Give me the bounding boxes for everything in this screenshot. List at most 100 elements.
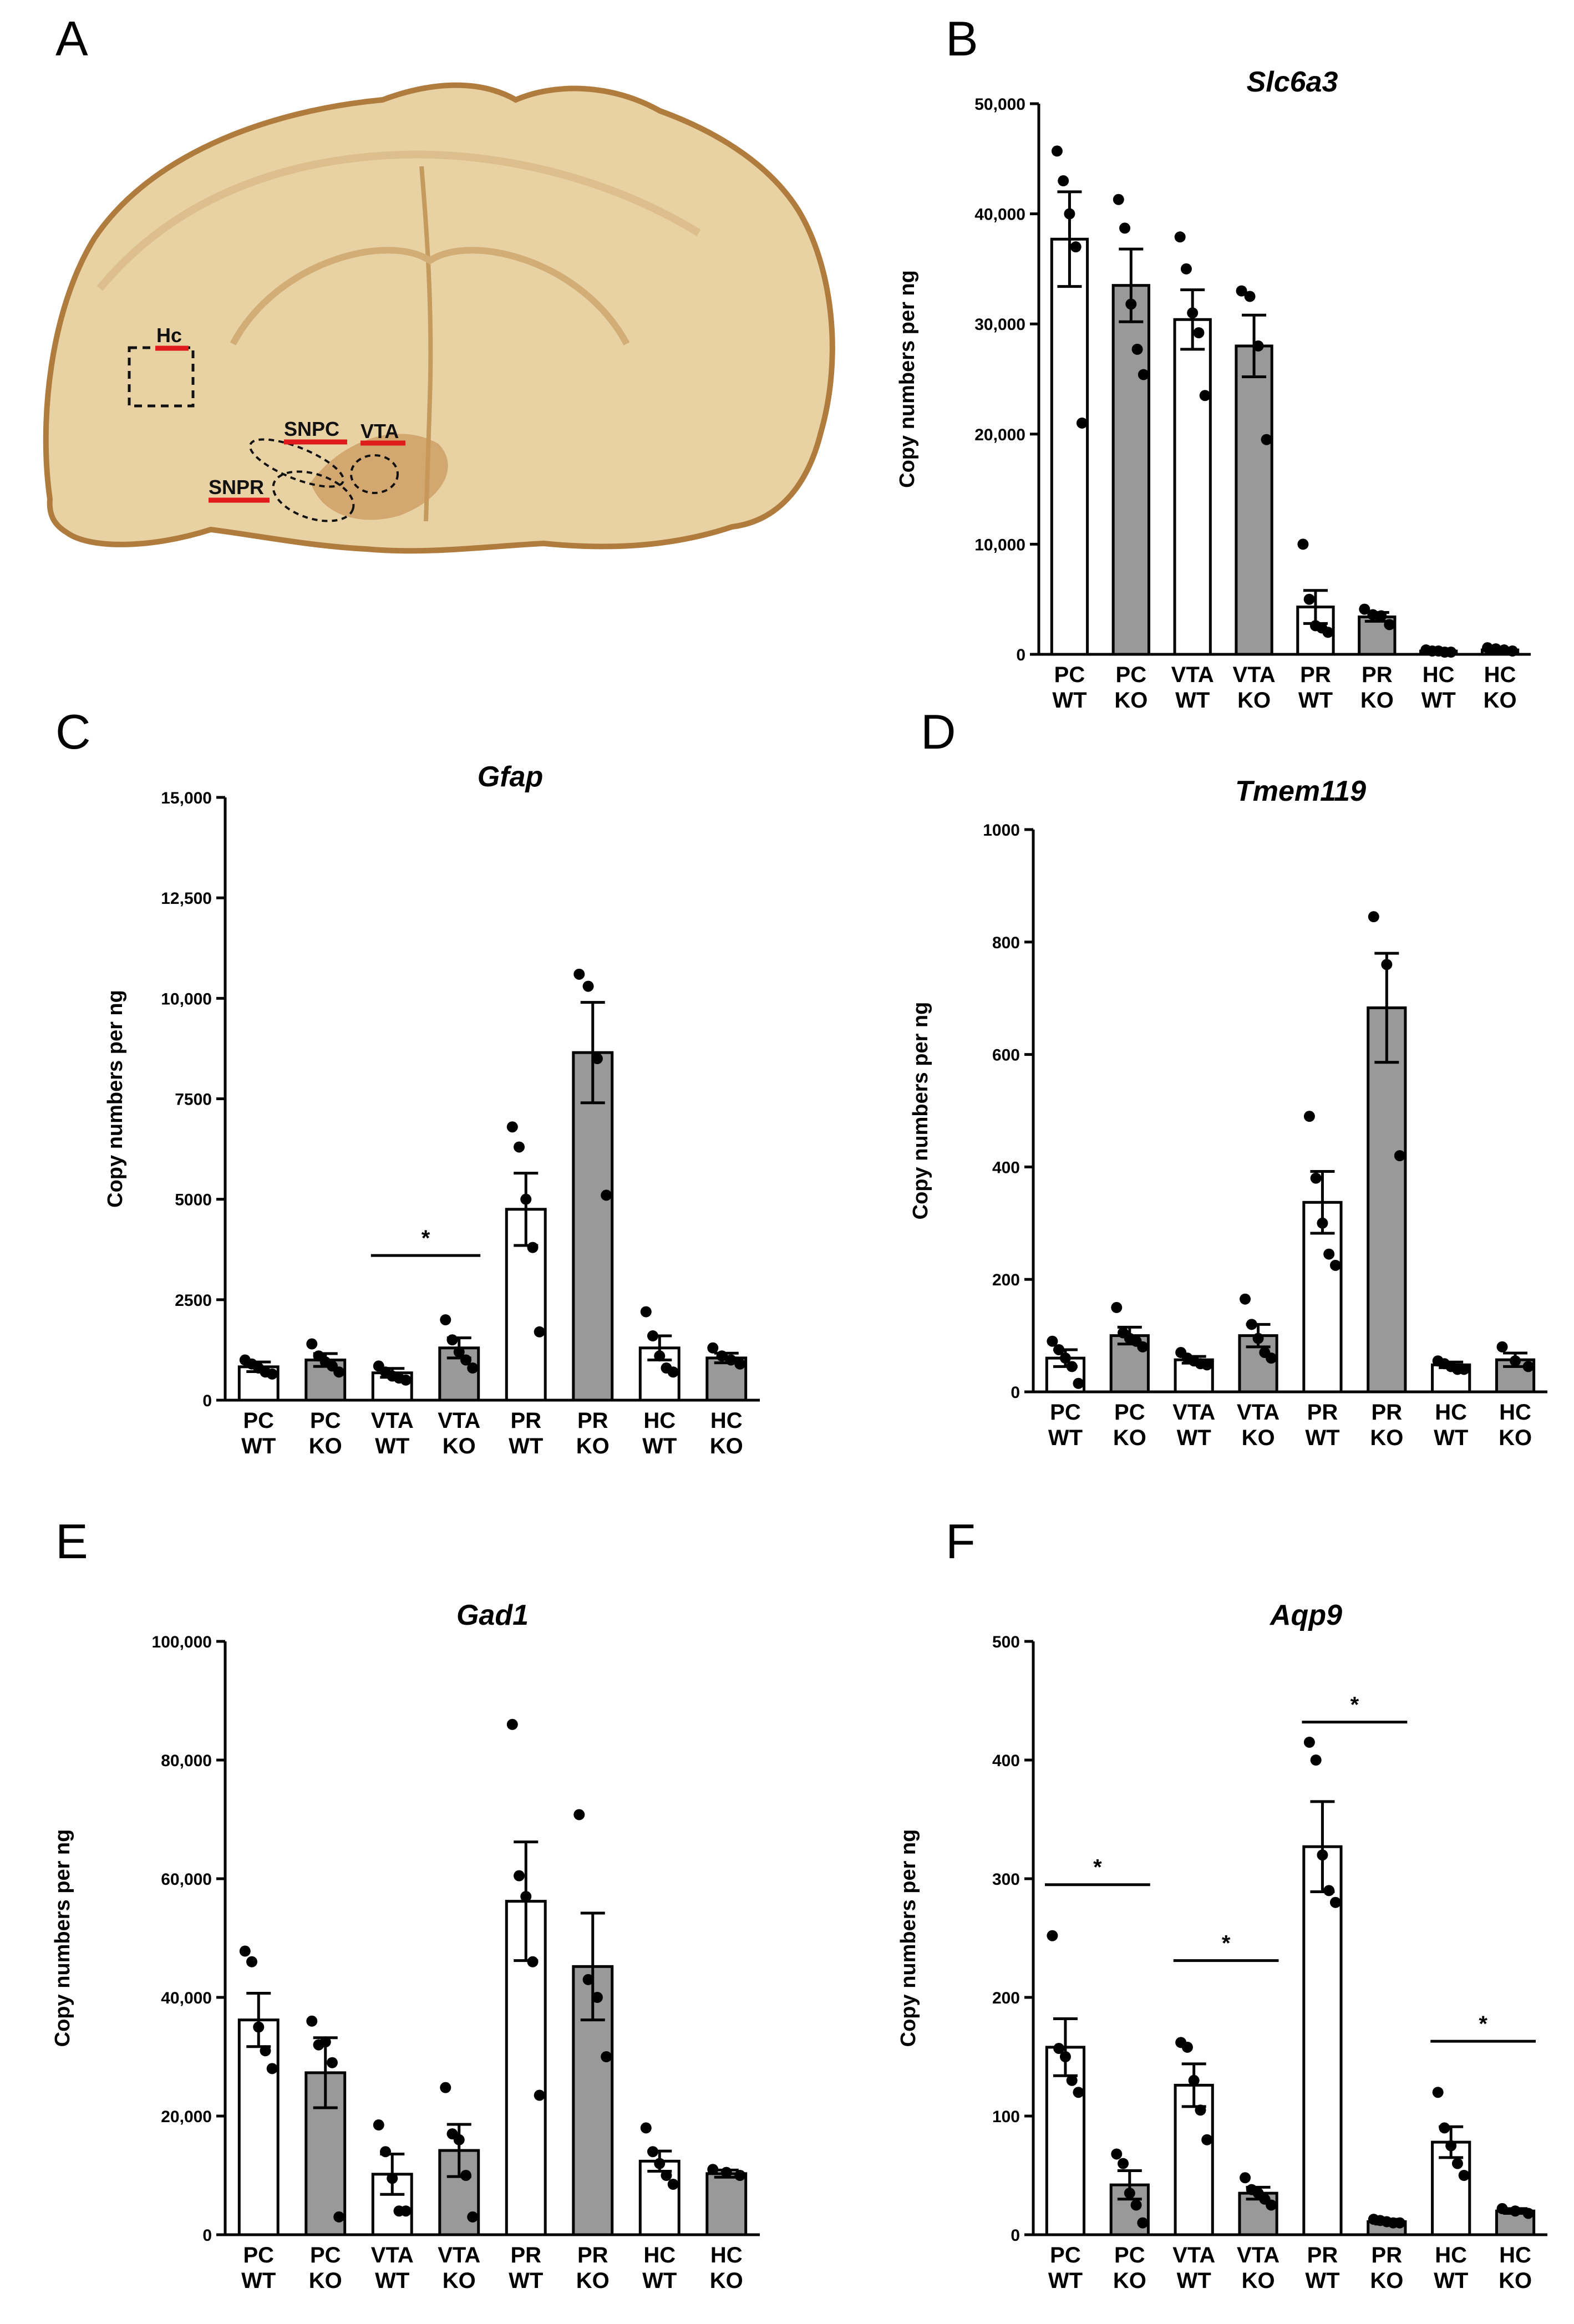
y-tick-label: 80,000 [161, 1752, 212, 1770]
data-point [1394, 2217, 1405, 2229]
data-point [591, 1992, 603, 2003]
cortex-layer [97, 150, 701, 291]
x-tick-label-genotype: KO [1360, 688, 1394, 713]
data-point [601, 1189, 612, 1201]
vta-roi-outline [350, 454, 399, 494]
data-point [1066, 2074, 1078, 2086]
data-point [1174, 231, 1186, 243]
y-tick-label: 400 [992, 1158, 1020, 1177]
x-tick-label-region: HC [710, 2243, 743, 2267]
data-point [1303, 1111, 1315, 1122]
chart-tmem119: Tmem119 Copy numbers per ng 0 200 400 600 800 1… [909, 775, 1547, 1450]
x-tick-label-genotype: KO [1242, 1426, 1275, 1450]
data-point [1496, 2203, 1508, 2214]
data-point [1118, 2158, 1129, 2169]
y-tick-label: 600 [992, 1046, 1020, 1065]
y-tick-label: 30,000 [974, 316, 1025, 334]
data-point [1053, 2043, 1065, 2055]
x-tick-label-region: PC [1114, 2243, 1145, 2267]
x-tick-label-region: VTA [438, 2243, 480, 2267]
x-tick-label-region: HC [710, 1408, 743, 1433]
data-point [1058, 175, 1069, 187]
data-point [1323, 1248, 1335, 1260]
y-tick-label: 100 [992, 2108, 1020, 2126]
x-tick-label-genotype: KO [576, 1434, 610, 1458]
x-tick-label-genotype: WT [642, 2269, 677, 2293]
data-point [440, 1314, 451, 1326]
y-axis-label: Copy numbers per ng [909, 1002, 932, 1220]
chart-gad1: Gad1 Copy numbers per ng 0 20,000 40,000 60,0… [51, 1599, 760, 2293]
panel-letter-b: B [946, 11, 978, 66]
x-tick-label-region: HC [1499, 2243, 1531, 2267]
data-point [246, 1956, 258, 1967]
data-point [591, 1053, 603, 1065]
data-point [734, 2170, 746, 2181]
x-tick-label-genotype: WT [1421, 688, 1456, 713]
data-point [534, 2089, 545, 2101]
snpr-roi-outline [272, 470, 355, 522]
data-point [1323, 1885, 1335, 1896]
y-tick-label: 10,000 [974, 536, 1025, 554]
data-point [440, 2082, 451, 2093]
x-tick-label-genotype: WT [1177, 2269, 1211, 2293]
data-point [1266, 1352, 1277, 1364]
x-tick-label-region: VTA [1233, 663, 1276, 687]
data-point [1193, 327, 1205, 339]
data-point [1507, 645, 1519, 657]
data-point [1303, 1736, 1315, 1748]
data-point [319, 2036, 331, 2048]
data-point [333, 2211, 345, 2223]
x-tick-label-genotype: WT [509, 2269, 543, 2293]
data-point [400, 2205, 412, 2217]
x-tick-label-genotype: KO [1370, 2269, 1403, 2293]
data-point [1432, 2087, 1444, 2098]
data-point [1195, 2104, 1206, 2116]
x-tick-label-region: PC [243, 1408, 274, 1433]
data-point [1111, 2148, 1123, 2160]
x-tick-label-region: PR [510, 2243, 541, 2267]
data-point [1445, 2140, 1457, 2152]
panel-letter-e: E [55, 1514, 88, 1569]
data-point [1181, 2041, 1193, 2053]
data-point [1066, 1361, 1078, 1372]
data-point [1310, 1755, 1322, 1766]
panel-letter-a: A [55, 11, 88, 66]
x-tick-label-genotype: WT [1052, 688, 1086, 713]
x-tick-label-genotype: KO [710, 1434, 743, 1458]
y-axis-label: Copy numbers per ng [104, 990, 127, 1208]
data-point [1317, 1849, 1328, 1861]
chart-title: Slc6a3 [1247, 66, 1338, 98]
chart-title: Aqp9 [1269, 1599, 1342, 1631]
data-point [387, 2173, 398, 2184]
x-tick-label-region: HC [643, 2243, 676, 2267]
y-tick-label: 40,000 [974, 206, 1025, 224]
x-tick-label-genotype: WT [1298, 688, 1333, 713]
x-tick-label-genotype: KO [443, 2269, 476, 2293]
x-tick-label-genotype: KO [1499, 1426, 1532, 1450]
data-point [326, 2057, 338, 2068]
data-point [667, 1366, 679, 1378]
y-tick-label: 7500 [175, 1091, 212, 1109]
bar [1235, 344, 1273, 656]
data-point [573, 1809, 585, 1820]
x-tick-label-genotype: WT [375, 1434, 409, 1458]
x-tick-label-genotype: WT [1048, 2269, 1083, 2293]
data-point [1439, 2122, 1450, 2134]
data-point [1522, 2208, 1534, 2219]
bar [1173, 318, 1212, 656]
x-tick-label-region: VTA [1171, 663, 1214, 687]
snpc-roi-outline [248, 438, 345, 488]
data-point [647, 2146, 659, 2158]
y-axis-label: Copy numbers per ng [897, 1829, 920, 2047]
bar [1302, 1845, 1343, 2236]
data-point [1138, 369, 1149, 380]
data-point [1201, 2134, 1213, 2145]
x-tick-label-region: VTA [1237, 1400, 1279, 1425]
x-tick-label-genotype: KO [1237, 688, 1271, 713]
y-tick-label: 400 [992, 1752, 1020, 1770]
data-point [534, 1326, 545, 1338]
data-point [716, 1350, 728, 1362]
bar [1045, 2046, 1086, 2236]
x-tick-label-region: PC [310, 2243, 341, 2267]
data-point [1076, 417, 1088, 429]
